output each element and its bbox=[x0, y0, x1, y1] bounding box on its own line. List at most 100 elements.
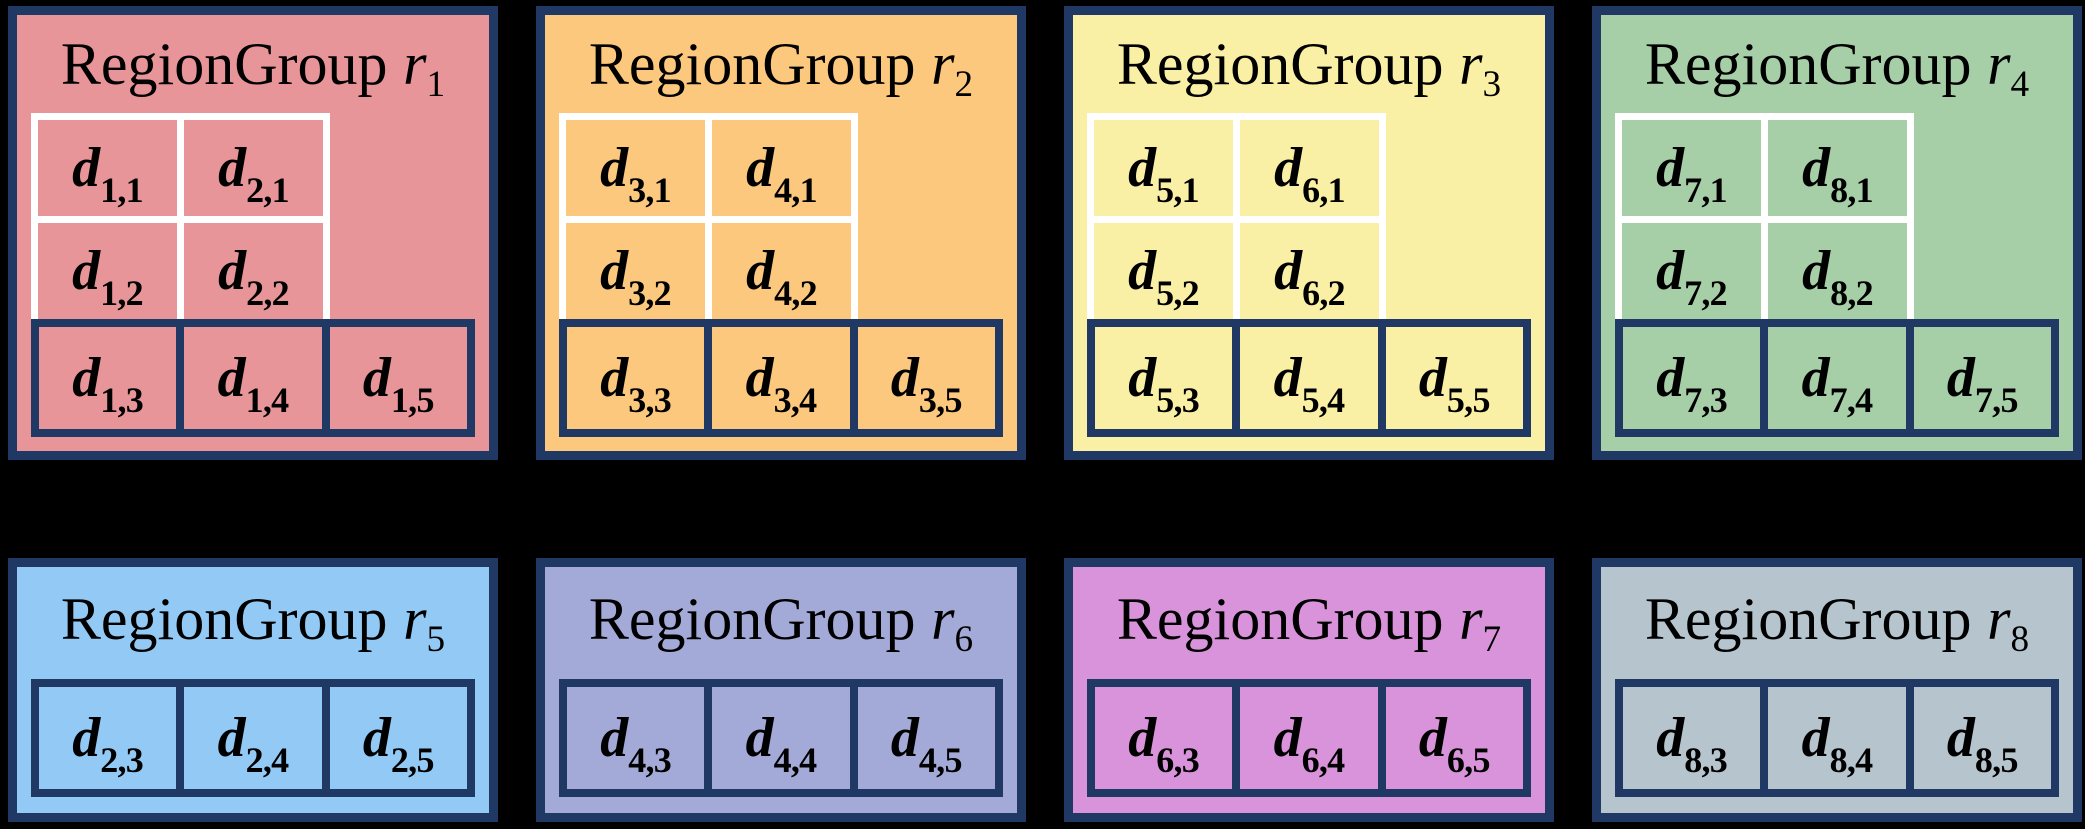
cell-subscript: 6,5 bbox=[1446, 740, 1491, 781]
cell-subscript: 4,3 bbox=[628, 740, 672, 781]
cell-row-3: d 2,3 d 2,4 d 2,5 bbox=[31, 679, 475, 797]
grid-cell: d 8,2 bbox=[1768, 223, 1907, 319]
region-group-title: RegionGroup r2 bbox=[545, 15, 1017, 113]
region-group-title: RegionGroup r3 bbox=[1073, 15, 1545, 113]
row-cell: d 1,3 bbox=[39, 327, 177, 429]
cell-subscript: 8,4 bbox=[1829, 740, 1874, 781]
cell-subscript: 7,2 bbox=[1684, 273, 1728, 314]
cell-symbol: d bbox=[890, 347, 919, 409]
cell-subscript: 3,2 bbox=[628, 273, 672, 314]
cell-subscript: 1,4 bbox=[245, 380, 290, 421]
cell-symbol: d bbox=[600, 347, 629, 409]
row-cell: d 4,5 bbox=[857, 687, 995, 789]
cell-subscript: 6,4 bbox=[1301, 740, 1346, 781]
region-group-r5: RegionGroup r5 d 2,3 d 2,4 d 2,5 bbox=[8, 558, 498, 822]
region-group-label: RegionGroup bbox=[60, 31, 388, 97]
grid-cell: d 6,1 bbox=[1240, 120, 1379, 216]
row-cell: d 7,5 bbox=[1913, 327, 2051, 429]
region-symbol: r6 bbox=[931, 586, 974, 660]
row-cell: d 4,3 bbox=[567, 687, 705, 789]
cell-symbol: d bbox=[1418, 707, 1447, 769]
region-group-label: RegionGroup bbox=[1644, 31, 1972, 97]
region-group-r1: RegionGroup r1 d 1,1 d 2,1 d 1,2 d 2,2 d 1,3 d… bbox=[8, 6, 498, 460]
cell-subscript: 1,3 bbox=[100, 380, 144, 421]
row-cell: d 3,5 bbox=[857, 327, 995, 429]
cell-symbol: d bbox=[600, 137, 629, 199]
cell-row-3: d 7,3 d 7,4 d 7,5 bbox=[1615, 319, 2059, 437]
bottom-region-band: RegionGroup r5 d 2,3 d 2,4 d 2,5 RegionGroup… bbox=[8, 558, 2082, 822]
grid-cell: d 8,1 bbox=[1768, 120, 1907, 216]
cell-subscript: 8,5 bbox=[1974, 740, 2019, 781]
region-group-label: RegionGroup bbox=[588, 586, 916, 652]
cell-symbol: d bbox=[1656, 240, 1685, 302]
grid-cell: d 3,2 bbox=[566, 223, 705, 319]
cell-symbol: d bbox=[600, 240, 629, 302]
cell-symbol: d bbox=[1418, 347, 1447, 409]
cell-subscript: 6,2 bbox=[1302, 273, 1346, 314]
cell-grid-2x2: d 3,1 d 4,1 d 3,2 d 4,2 bbox=[559, 113, 858, 326]
grid-cell: d 3,1 bbox=[566, 120, 705, 216]
grid-cell: d 2,1 bbox=[184, 120, 323, 216]
cell-subscript: 1,1 bbox=[100, 170, 144, 211]
cell-symbol: d bbox=[1802, 137, 1831, 199]
row-cell: d 2,4 bbox=[184, 687, 322, 789]
cell-grid-2x2: d 1,1 d 2,1 d 1,2 d 2,2 bbox=[31, 113, 330, 326]
cell-grid-2x2: d 7,1 d 8,1 d 7,2 d 8,2 bbox=[1615, 113, 1914, 326]
grid-cell: d 5,2 bbox=[1094, 223, 1233, 319]
cell-row-3: d 8,3 d 8,4 d 8,5 bbox=[1615, 679, 2059, 797]
cell-symbol: d bbox=[1128, 707, 1157, 769]
cell-symbol: d bbox=[1274, 240, 1303, 302]
region-group-label: RegionGroup bbox=[60, 586, 388, 652]
cell-symbol: d bbox=[745, 707, 774, 769]
cell-subscript: 8,3 bbox=[1684, 740, 1728, 781]
region-group-r3: RegionGroup r3 d 5,1 d 6,1 d 5,2 d 6,2 d 5,3 d… bbox=[1064, 6, 1554, 460]
region-index: 1 bbox=[426, 63, 446, 105]
region-index: 3 bbox=[1482, 63, 1502, 105]
cell-symbol: d bbox=[1273, 707, 1302, 769]
region-symbol: r4 bbox=[1987, 31, 2030, 105]
cell-subscript: 4,2 bbox=[774, 273, 818, 314]
region-group-r6: RegionGroup r6 d 4,3 d 4,4 d 4,5 bbox=[536, 558, 1026, 822]
cell-subscript: 7,3 bbox=[1684, 380, 1728, 421]
region-group-label: RegionGroup bbox=[588, 31, 916, 97]
region-index: 7 bbox=[1482, 618, 1502, 660]
cell-subscript: 4,4 bbox=[773, 740, 818, 781]
region-symbol: r7 bbox=[1459, 586, 1502, 660]
cell-symbol: d bbox=[600, 707, 629, 769]
cell-subscript: 6,1 bbox=[1302, 170, 1346, 211]
region-index: 4 bbox=[2010, 63, 2030, 105]
region-index: 6 bbox=[954, 618, 974, 660]
cell-symbol: d bbox=[218, 240, 247, 302]
region-symbol: r1 bbox=[403, 31, 446, 105]
cell-subscript: 8,1 bbox=[1830, 170, 1874, 211]
grid-cell: d 1,1 bbox=[38, 120, 177, 216]
row-cell: d 2,3 bbox=[39, 687, 177, 789]
cell-subscript: 2,4 bbox=[245, 740, 290, 781]
cell-symbol: d bbox=[72, 707, 101, 769]
cell-subscript: 4,5 bbox=[918, 740, 963, 781]
region-group-title: RegionGroup r4 bbox=[1601, 15, 2073, 113]
cell-symbol: d bbox=[746, 137, 775, 199]
cell-symbol: d bbox=[1801, 707, 1830, 769]
row-cell: d 2,5 bbox=[329, 687, 467, 789]
cell-symbol: d bbox=[1128, 240, 1157, 302]
cell-grid-2x2: d 5,1 d 6,1 d 5,2 d 6,2 bbox=[1087, 113, 1386, 326]
cell-symbol: d bbox=[1801, 347, 1830, 409]
cell-subscript: 6,3 bbox=[1156, 740, 1200, 781]
cell-subscript: 4,1 bbox=[774, 170, 818, 211]
region-group-title: RegionGroup r5 bbox=[17, 567, 489, 671]
region-index: 5 bbox=[426, 618, 446, 660]
region-group-r8: RegionGroup r8 d 8,3 d 8,4 d 8,5 bbox=[1592, 558, 2082, 822]
row-cell: d 3,4 bbox=[712, 327, 850, 429]
cell-symbol: d bbox=[1656, 347, 1685, 409]
cell-subscript: 5,3 bbox=[1156, 380, 1200, 421]
cell-symbol: d bbox=[1802, 240, 1831, 302]
row-cell: d 8,5 bbox=[1913, 687, 2051, 789]
region-group-title: RegionGroup r1 bbox=[17, 15, 489, 113]
cell-row-3: d 5,3 d 5,4 d 5,5 bbox=[1087, 319, 1531, 437]
region-index: 8 bbox=[2010, 618, 2030, 660]
cell-symbol: d bbox=[72, 240, 101, 302]
region-group-label: RegionGroup bbox=[1644, 586, 1972, 652]
row-cell: d 4,4 bbox=[712, 687, 850, 789]
cell-subscript: 2,2 bbox=[246, 273, 290, 314]
